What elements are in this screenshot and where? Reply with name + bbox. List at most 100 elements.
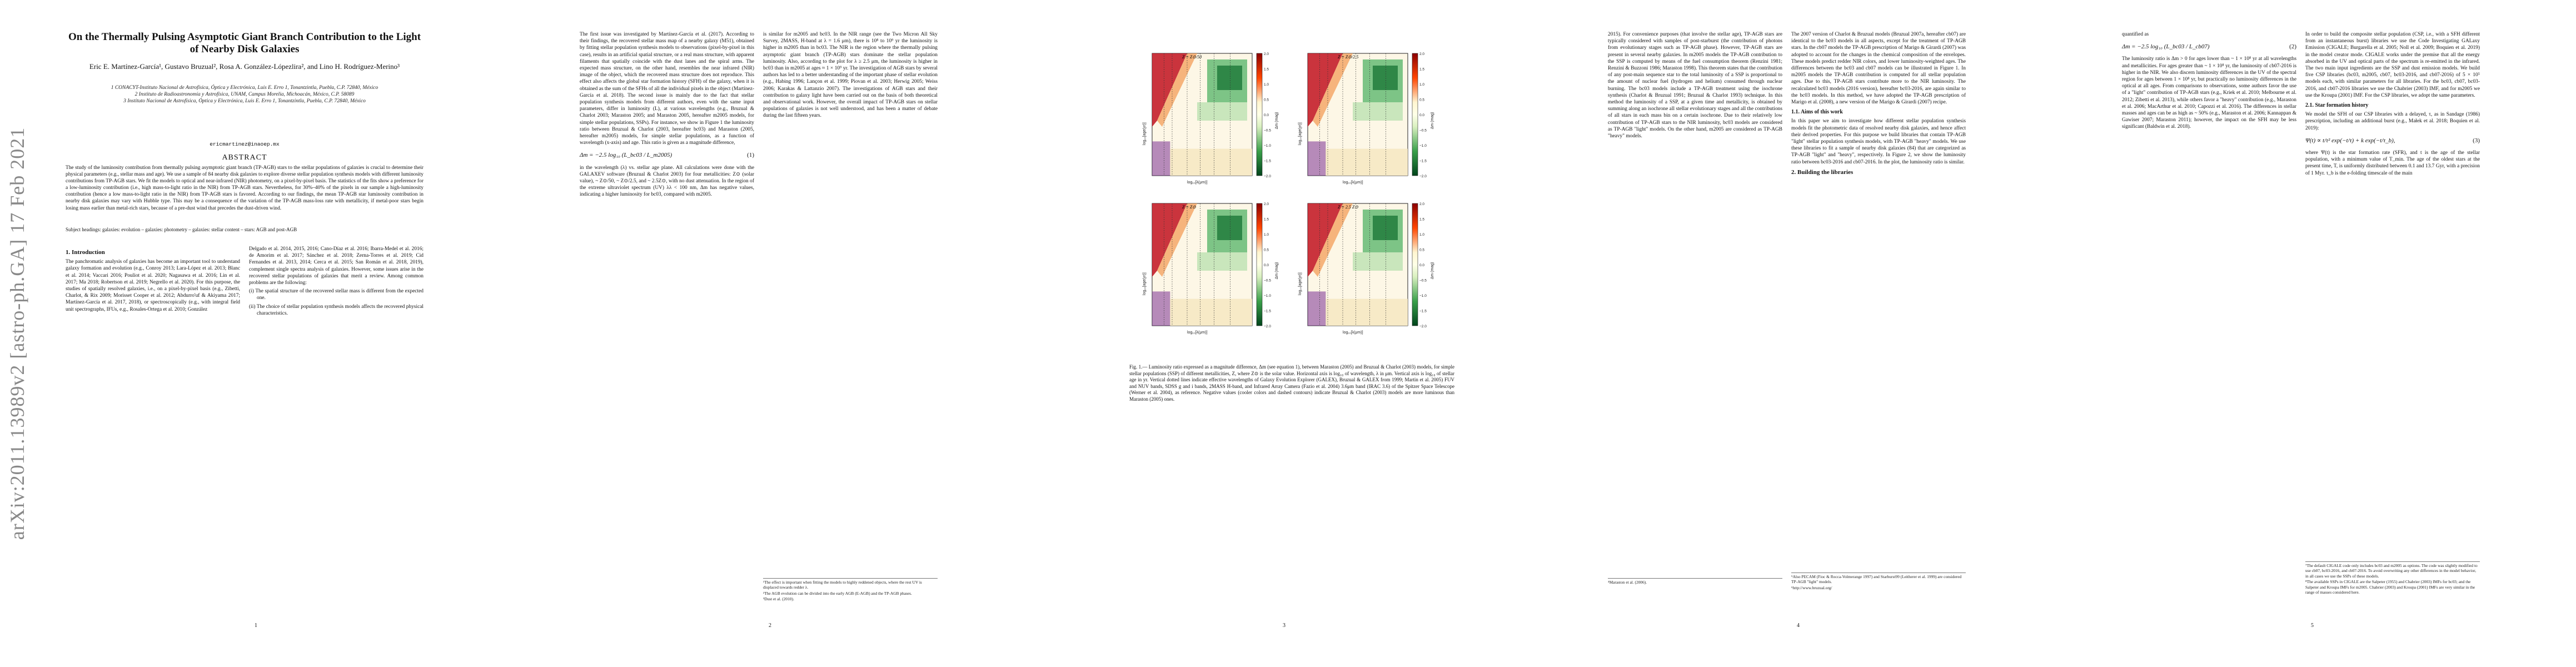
heat-region	[1308, 53, 1343, 127]
paper-title: On the Thermally Pulsing Asymptotic Gian…	[68, 31, 421, 55]
equation-3: Ψ(t) ∝ t/τ² exp(−t/τ) + k exp(−t/τ_b), (…	[2305, 137, 2480, 144]
x-axis-label: log₁₀[λ(μm)]	[1187, 331, 1208, 335]
paragraph: Delgado et al. 2014, 2015, 2016; Cano-Dí…	[249, 246, 423, 286]
page-3: 3	[1028, 0, 1542, 667]
colorbar-tick-label: −1.5	[1419, 310, 1427, 313]
colorbar-tick-label: 0.5	[1419, 98, 1424, 102]
figure-1-svg: Z = Z⊙/50 log₁₀[λ(μm)] log₁₀[age(yr)] 2.0 1.…	[1143, 52, 1434, 335]
colorbar-tick-label: 0.5	[1264, 248, 1269, 252]
colorbar-label: Δm (mag)	[1431, 262, 1434, 280]
colorbar-tick-label: −0.5	[1419, 129, 1427, 133]
colorbar-tick-label: −0.5	[1264, 279, 1271, 283]
paper-authors: Eric E. Martínez-García¹, Gustavo Bruzua…	[89, 62, 400, 71]
paragraph: In order to build the composite stellar …	[2305, 32, 2480, 98]
figure-panel: Z = 2.5 Z⊙ log₁₀[λ(μm)] log₁₀[age(yr)] 2.0 1…	[1298, 202, 1434, 335]
page2-footnotes: ¹The effect is important when fitting th…	[763, 578, 938, 603]
page-1: arXiv:2011.13989v2 [astro-ph.GA] 17 Feb …	[0, 0, 514, 667]
figure-panel: Z = Z⊙ log₁₀[λ(μm)] log₁₀[age(yr)] 2.0 1.5 1.…	[1143, 202, 1279, 335]
page4-footnotes-right: ⁵Also PECAM (Fioc & Rocca-Volmerange 199…	[1791, 573, 1966, 591]
colorbar-tick-label: 0.5	[1419, 248, 1424, 252]
paragraph: is similar for m2005 and bc03. In the NI…	[763, 32, 938, 119]
heat-region	[1152, 291, 1170, 326]
colorbar-tick-label: 1.5	[1419, 218, 1424, 222]
colorbar-label: Δm (mag)	[1275, 262, 1279, 280]
colorbar-tick-label: 1.5	[1264, 218, 1269, 222]
arxiv-stamp: arXiv:2011.13989v2 [astro-ph.GA] 17 Feb …	[6, 127, 28, 540]
page-2: The first issue was investigated by Mart…	[514, 0, 1028, 667]
footnote: ⁵Also PECAM (Fioc & Rocca-Volmerange 199…	[1791, 574, 1962, 585]
colorbar-tick-label: −2.0	[1419, 175, 1427, 178]
colorbar-tick-label: 2.0	[1264, 202, 1269, 206]
equation-2: Δm = −2.5 log₁₀ (L_bc03 / L_cb07) (2)	[2122, 43, 2296, 50]
heat-region	[1217, 216, 1242, 240]
page4-column-1: 2015). For convenience purposes (that in…	[1608, 31, 1782, 141]
panel-title: Z = 2.5 Z⊙	[1338, 205, 1358, 210]
figure-panel: Z = Z⊙/50 log₁₀[λ(μm)] log₁₀[age(yr)] 2.0 1.…	[1143, 52, 1279, 185]
heat-region	[1308, 141, 1326, 176]
page2-column-1: The first issue was investigated by Mart…	[580, 31, 754, 200]
colorbar	[1256, 53, 1263, 176]
footnote: ²The AGB evolution can be divided into t…	[763, 590, 912, 596]
colorbar-tick-label: 2.0	[1264, 52, 1269, 56]
colorbar-tick-label: 1.0	[1264, 233, 1269, 237]
x-axis-label: log₁₀[λ(μm)]	[1343, 181, 1363, 185]
page5-column-1: quantified as Δm = −2.5 log₁₀ (L_bc03 / …	[2122, 31, 2296, 132]
figure-caption: Fig. 1.— Luminosity ratio expressed as a…	[1129, 364, 1454, 402]
colorbar-tick-label: 0.0	[1264, 113, 1269, 117]
colorbar-tick-label: 1.5	[1264, 68, 1269, 72]
heat-region	[1152, 141, 1170, 176]
panel-title: Z = Z⊙/2.5	[1338, 54, 1358, 59]
paragraph: 2015). For convenience purposes (that in…	[1608, 32, 1782, 140]
heat-region	[1308, 203, 1343, 277]
colorbar-tick-label: 0.0	[1419, 113, 1424, 117]
affiliation-1: 1 CONACYT-Instituto Nacional de Astrofís…	[111, 85, 378, 91]
paragraph: in the wavelength (λ) vs. stellar age pl…	[580, 165, 754, 198]
y-axis-label: log₁₀[age(yr)]	[1143, 272, 1147, 295]
panel-title: Z = Z⊙/50	[1182, 54, 1202, 59]
page-number: 1	[255, 623, 257, 629]
page2-column-2: is similar for m2005 and bc03. In the NI…	[763, 31, 938, 121]
colorbar-tick-label: 0.0	[1419, 263, 1424, 267]
colorbar	[1256, 203, 1263, 326]
abstract-heading: ABSTRACT	[222, 153, 267, 162]
equation-1: Δm = −2.5 log₁₀ (L_bc03 / L_m2005) (1)	[580, 152, 754, 158]
section-heading: 2. Building the libraries	[1791, 168, 1853, 176]
list-item: (i) The spatial structure of the recover…	[249, 288, 423, 301]
heat-region	[1170, 148, 1252, 176]
y-axis-label: log₁₀[age(yr)]	[1298, 122, 1302, 145]
y-axis-label: log₁₀[age(yr)]	[1143, 122, 1147, 145]
colorbar-tick-label: −1.5	[1264, 310, 1271, 313]
colorbar	[1412, 203, 1418, 326]
subject-keywords: Subject headings: galaxies: evolution – …	[66, 227, 297, 232]
paragraph: quantified as	[2122, 32, 2149, 37]
colorbar-tick-label: 1.0	[1264, 83, 1269, 87]
heat-region	[1326, 148, 1408, 176]
paragraph: We model the SFH of our CSP libraries wi…	[2305, 112, 2480, 131]
page-number: 3	[1283, 623, 1285, 629]
paragraph: The luminosity ratio is Δm > 0 for ages …	[2122, 56, 2296, 130]
paragraph: The first issue was investigated by Mart…	[580, 32, 754, 146]
equation-number: (3)	[2473, 137, 2480, 144]
page4-column-2: The 2007 version of Charlot & Bruzual mo…	[1791, 31, 1966, 178]
heat-region	[1373, 66, 1398, 90]
colorbar-tick-label: −1.5	[1264, 160, 1271, 163]
colorbar-tick-label: −0.5	[1419, 279, 1427, 283]
page4-footnotes-left: ⁴Maraston et al. (2006).	[1608, 578, 1782, 585]
colorbar-tick-label: 2.0	[1419, 202, 1424, 206]
list-item: (ii) The choice of stellar population sy…	[249, 303, 423, 316]
colorbar-tick-label: 2.0	[1419, 52, 1424, 56]
affiliation-3: 3 Instituto Nacional de Astrofísica, Ópt…	[123, 98, 366, 104]
colorbar-tick-label: −0.5	[1264, 129, 1271, 133]
panel-title: Z = Z⊙	[1182, 205, 1196, 210]
page-number: 2	[769, 623, 771, 629]
heat-region	[1353, 252, 1403, 271]
heat-region	[1152, 53, 1187, 127]
paragraph: The 2007 version of Charlot & Bruzual mo…	[1791, 32, 1966, 106]
figure-panel: Z = Z⊙/2.5 log₁₀[λ(μm)] log₁₀[age(yr)] 2.0 1…	[1298, 52, 1434, 185]
paragraph: In this paper we aim to investigate how …	[1791, 118, 1966, 165]
heat-region	[1152, 203, 1187, 277]
colorbar-tick-label: −2.0	[1419, 325, 1427, 328]
footnote: ⁸The available SSPs in CIGALE are the Sa…	[2305, 579, 2475, 595]
colorbar-label: Δm (mag)	[1431, 112, 1434, 130]
heat-region	[1308, 291, 1326, 326]
